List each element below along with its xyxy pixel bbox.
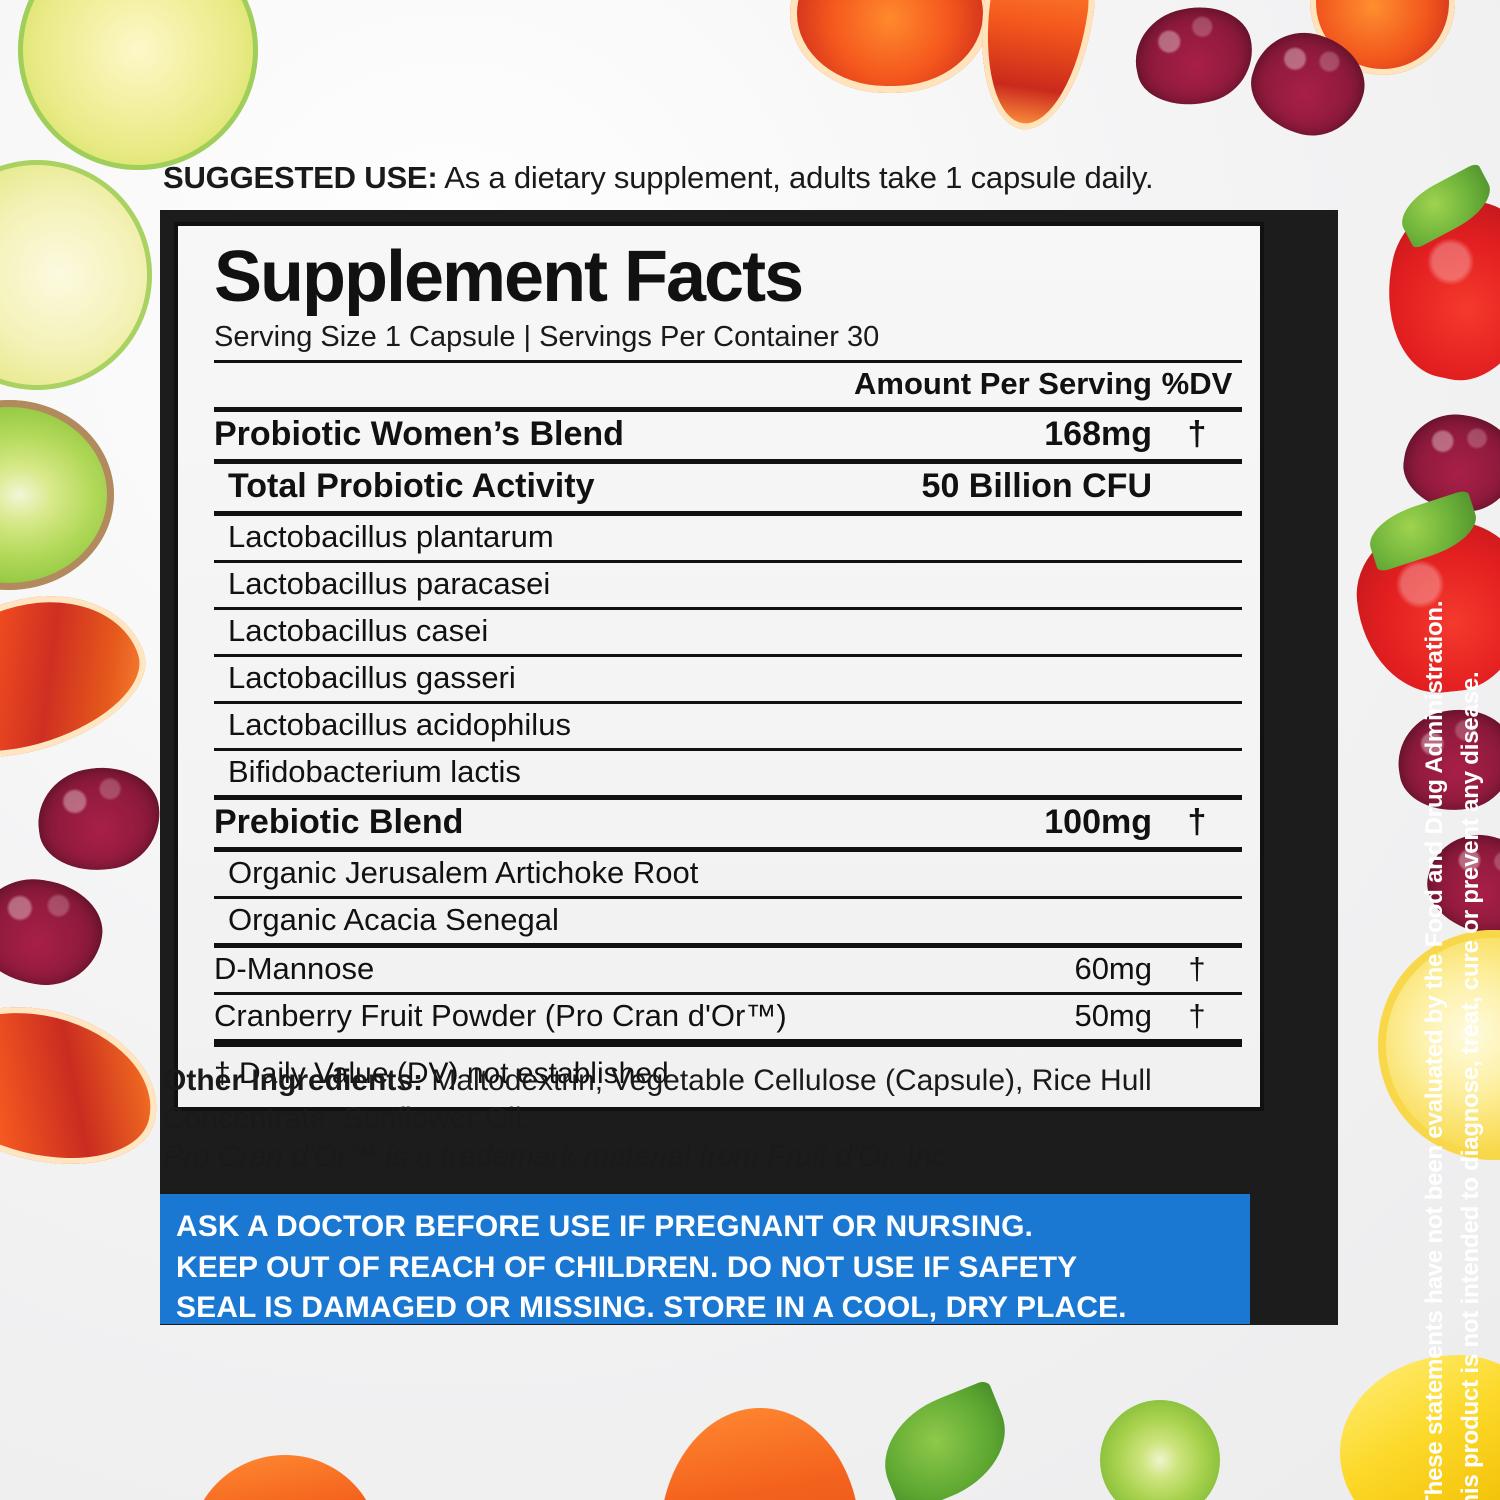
- raspberry-icon: [0, 870, 110, 994]
- table-row: Probiotic Women’s Blend 168mg †: [214, 406, 1242, 462]
- ingredient-name: Probiotic Women’s Blend: [214, 406, 854, 462]
- ingredient-amount: 168mg: [854, 406, 1152, 462]
- ingredient-amount: 50 Billion CFU: [854, 458, 1152, 514]
- suggested-use-body: As a dietary supplement, adults take 1 c…: [437, 160, 1154, 195]
- ingredient-amount: [854, 846, 1152, 898]
- ingredient-dv: [1152, 895, 1242, 946]
- ingredient-dv: †: [1152, 794, 1242, 850]
- warning-line-2: KEEP OUT OF REACH OF CHILDREN. DO NOT US…: [176, 1250, 1078, 1284]
- fda-disclaimer-line1: †These statements have not been evaluate…: [1421, 600, 1448, 1500]
- ingredient-amount: [854, 747, 1152, 798]
- table-row: Lactobacillus gasseri: [214, 653, 1242, 703]
- ingredient-amount: [854, 606, 1152, 656]
- ingredient-amount: 100mg: [854, 794, 1152, 850]
- daily-value-footnote: † Daily Value (DV) not established: [214, 1056, 669, 1090]
- suggested-use-text: SUGGESTED USE: As a dietary supplement, …: [163, 160, 1154, 196]
- ingredient-name: D-Mannose: [214, 942, 854, 994]
- table-row: Bifidobacterium lactis: [214, 747, 1242, 798]
- blood-orange-slice-icon: [1286, 0, 1479, 99]
- carrot-icon: [660, 1408, 860, 1500]
- ingredient-dv: [1152, 700, 1242, 750]
- lime-slice-icon: [18, 0, 258, 170]
- warning-box: ASK A DOCTOR BEFORE USE IF PREGNANT OR N…: [160, 1194, 1250, 1324]
- strawberry-leaf-icon: [1392, 162, 1500, 250]
- table-header-row: Amount Per Serving %DV: [214, 363, 1242, 410]
- table-row: Prebiotic Blend 100mg †: [214, 794, 1242, 850]
- ingredient-name: Lactobacillus gasseri: [214, 653, 854, 703]
- supplement-facts-panel: Supplement Facts Serving Size 1 Capsule …: [160, 210, 1484, 1500]
- ingredient-name: Organic Jerusalem Artichoke Root: [214, 846, 854, 898]
- mint-leaf-icon: [866, 1379, 1024, 1500]
- header-dv: %DV: [1161, 365, 1233, 401]
- serving-info: Serving Size 1 Capsule | Servings Per Co…: [214, 320, 880, 353]
- ingredient-name: Total Probiotic Activity: [214, 458, 854, 514]
- ingredient-amount: [854, 895, 1152, 946]
- raspberry-icon: [1239, 19, 1377, 149]
- header-blank: [214, 363, 854, 410]
- other-ingredients-block: Other Ingredients: Maltodextrin, Vegetab…: [163, 1062, 1283, 1176]
- ingredient-amount: [854, 700, 1152, 750]
- raspberry-icon: [32, 760, 166, 878]
- supplement-facts-table: Amount Per Serving %DV Probiotic Women’s…: [214, 363, 1242, 1051]
- lime-slice-icon: [0, 160, 152, 390]
- ingredient-dv: [1152, 458, 1242, 514]
- ingredient-amount: [854, 510, 1152, 562]
- blood-orange-slice-icon: [0, 567, 163, 783]
- table-bottom-rule: [214, 1038, 1242, 1051]
- ingredient-name: Lactobacillus acidophilus: [214, 700, 854, 750]
- blood-orange-wedge-icon: [967, 0, 1103, 137]
- blood-orange-slice-icon: [0, 983, 175, 1187]
- warning-line-1: ASK A DOCTOR BEFORE USE IF PREGNANT OR N…: [176, 1210, 1033, 1243]
- kiwi-slice-icon: [1100, 1400, 1220, 1500]
- blood-orange-slice-icon: [790, 0, 990, 93]
- ingredient-name: Prebiotic Blend: [214, 794, 854, 850]
- table-row: Lactobacillus plantarum: [214, 510, 1242, 562]
- ingredient-dv: [1152, 510, 1242, 562]
- ingredient-dv: [1152, 653, 1242, 703]
- table-row: Lactobacillus acidophilus: [214, 700, 1242, 750]
- ingredient-name: Organic Acacia Senegal: [214, 895, 854, 946]
- fda-disclaimer-line2: This product is not intended to diagnose…: [1457, 671, 1484, 1500]
- ingredient-dv: †: [1152, 991, 1242, 1043]
- other-ingredients-body: Maltodextrin, Vegetable Cellulose (Capsu…: [163, 1064, 1152, 1136]
- ingredient-name: Cranberry Fruit Powder (Pro Cran d'Or™): [214, 991, 854, 1043]
- table-row: Total Probiotic Activity 50 Billion CFU: [214, 458, 1242, 514]
- serving-divider: [214, 359, 1242, 363]
- page-title: Supplement Facts: [214, 237, 804, 317]
- raspberry-icon: [1126, 0, 1262, 116]
- suggested-use-label: SUGGESTED USE:: [163, 160, 438, 195]
- kiwi-slice-icon: [0, 400, 114, 590]
- ingredient-amount: 60mg: [854, 942, 1152, 994]
- table-row: Lactobacillus casei: [214, 606, 1242, 656]
- ingredient-amount: 50mg: [854, 991, 1152, 1043]
- ingredient-dv: [1152, 559, 1242, 609]
- ingredient-dv: [1152, 747, 1242, 798]
- trademark-note: Pro Cran d'Or™ is a trademark material f…: [163, 1140, 955, 1174]
- other-ingredients-label: Other Ingredients:: [163, 1064, 424, 1097]
- ingredient-name: Lactobacillus plantarum: [214, 510, 854, 562]
- ingredient-name: Bifidobacterium lactis: [214, 747, 854, 798]
- fda-disclaimer: †These statements have not been evaluate…: [1415, 424, 1495, 1500]
- other-ingredients-text: Other Ingredients: Maltodextrin, Vegetab…: [163, 1062, 1283, 1138]
- table-row: D-Mannose 60mg †: [214, 942, 1242, 994]
- ingredient-dv: [1152, 846, 1242, 898]
- table-row: Organic Acacia Senegal: [214, 895, 1242, 946]
- table-row: Cranberry Fruit Powder (Pro Cran d'Or™) …: [214, 991, 1242, 1043]
- table-row: Organic Jerusalem Artichoke Root: [214, 846, 1242, 898]
- ingredient-dv: †: [1152, 942, 1242, 994]
- ingredient-dv: [1152, 606, 1242, 656]
- supplement-facts-box: Supplement Facts Serving Size 1 Capsule …: [174, 222, 1264, 1111]
- ingredient-amount: [854, 559, 1152, 609]
- ingredient-name: Lactobacillus paracasei: [214, 559, 854, 609]
- table-row: Lactobacillus paracasei: [214, 559, 1242, 609]
- header-amount: Amount Per Serving: [854, 365, 1152, 401]
- ingredient-name: Lactobacillus casei: [214, 606, 854, 656]
- ingredient-dv: †: [1152, 406, 1242, 462]
- warning-line-3: SEAL IS DAMAGED OR MISSING. STORE IN A C…: [176, 1291, 1127, 1324]
- carrot-icon: [190, 1455, 380, 1500]
- ingredient-amount: [854, 653, 1152, 703]
